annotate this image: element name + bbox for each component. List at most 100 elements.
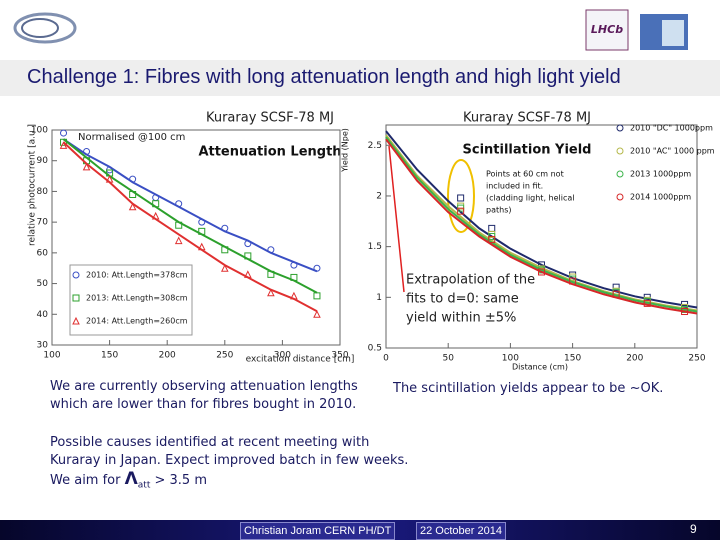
aim-symbol: Λ	[124, 469, 138, 489]
x-axis-label: Distance (cm)	[512, 363, 568, 372]
x-tick-label: 200	[626, 354, 643, 364]
annotation-line: Extrapolation of the	[406, 273, 535, 288]
data-point	[313, 264, 321, 272]
data-point	[290, 261, 298, 269]
y-tick-label: 70	[37, 218, 49, 228]
legend-label: 2013 1000ppm	[630, 170, 691, 179]
chart-title: Kuraray SCSF-78 MJ	[463, 111, 591, 126]
data-point	[488, 224, 496, 232]
annotation-line: fits to d=0: same	[406, 292, 519, 307]
highlight-ellipse	[447, 159, 475, 233]
data-point	[569, 277, 577, 285]
logo-lhcb	[585, 9, 629, 51]
legend-marker	[72, 316, 80, 325]
data-point	[612, 290, 620, 298]
x-tick-label: 250	[688, 354, 705, 364]
y-tick-label: 1	[376, 293, 382, 303]
data-point	[220, 264, 229, 272]
data-point	[221, 246, 229, 254]
data-point	[244, 240, 252, 248]
aim-sub: att	[137, 480, 151, 491]
data-point	[488, 236, 496, 244]
data-point	[82, 162, 91, 171]
data-point	[457, 194, 465, 202]
logo-left	[13, 12, 77, 44]
x-tick-label: 150	[564, 354, 581, 364]
footer-author: Christian Joram CERN PH/DT	[240, 522, 396, 540]
legend-marker	[72, 294, 80, 302]
data-point	[174, 236, 183, 245]
data-point	[244, 270, 252, 278]
body-text: We are currently observing attenuation l…	[50, 379, 358, 394]
data-point	[129, 175, 137, 183]
data-point	[290, 291, 298, 300]
legend-label: 2010 "DC" 1000ppm	[630, 124, 713, 133]
x-tick-label: 0	[383, 354, 389, 364]
note-line: paths)	[486, 206, 511, 215]
legend-marker	[616, 170, 624, 178]
slide-title: Challenge 1: Fibres with long attenuatio…	[27, 66, 621, 88]
data-point	[175, 221, 183, 229]
fit-line	[62, 138, 318, 294]
footer-date: 22 October 2014	[416, 522, 506, 540]
legend-label: 2010 "AC" 1000 ppm	[630, 147, 715, 156]
data-point	[175, 200, 183, 208]
data-point	[643, 299, 651, 307]
legend-marker	[616, 147, 624, 155]
data-point	[681, 308, 689, 316]
data-point	[267, 246, 275, 254]
body-text: The scintillation yields appear to be ~O…	[393, 381, 664, 396]
y-tick-label: 1.5	[368, 242, 382, 252]
logo-scifi-inner	[662, 20, 684, 46]
legend-marker	[72, 271, 80, 279]
legend-marker	[616, 193, 624, 201]
y-axis-label: Yield (Npe)	[341, 128, 350, 173]
plot-frame	[51, 129, 341, 346]
x-tick-label: 50	[442, 354, 454, 364]
data-point	[612, 283, 620, 291]
fit-line	[62, 138, 318, 273]
y-tick-label: 100	[31, 126, 48, 136]
fit-line	[62, 141, 318, 313]
data-point	[128, 202, 137, 211]
legend-label: 2014 1000ppm	[630, 193, 691, 202]
body-text: Possible causes identified at recent mee…	[50, 435, 370, 450]
aim-text: We aim for	[50, 473, 125, 488]
y-tick-label: 90	[37, 156, 49, 166]
legend-label: 2013: Att.Length=308cm	[86, 294, 188, 303]
y-tick-label: 80	[37, 187, 49, 197]
logo-text: LHCb	[591, 23, 623, 36]
y-tick-label: 0.5	[368, 344, 382, 354]
y-tick-label: 50	[37, 279, 49, 289]
note-line: Points at 60 cm not	[486, 170, 564, 179]
data-point	[60, 129, 68, 137]
data-point	[60, 138, 68, 146]
y-tick-label: 30	[37, 341, 49, 351]
data-point	[290, 273, 298, 281]
legend-label: 2010: Att.Length=378cm	[86, 271, 188, 280]
data-point	[198, 218, 206, 226]
data-point	[313, 292, 321, 300]
x-tick-label: 350	[331, 351, 348, 361]
y-tick-label: 40	[37, 310, 49, 320]
plot-frame	[385, 124, 698, 349]
data-point	[313, 310, 321, 318]
data-point	[267, 270, 275, 278]
data-point	[59, 141, 68, 149]
data-point	[83, 148, 91, 155]
data-point	[198, 227, 206, 235]
annotation-line: yield within ±5%	[406, 311, 516, 326]
note-line: included in fit.	[486, 182, 543, 191]
x-tick-label: 200	[159, 351, 176, 361]
data-point	[151, 211, 160, 220]
title-band	[0, 60, 720, 96]
x-tick-label: 100	[43, 351, 60, 361]
annotation-arrow	[388, 145, 405, 293]
legend-marker	[616, 124, 624, 132]
fit-line	[385, 138, 698, 315]
body-text: Kuraray in Japan. Expect improved batch …	[50, 453, 409, 468]
note-line: (cladding light, helical	[486, 194, 575, 203]
x-tick-label: 250	[216, 351, 233, 361]
chart-title: Kuraray SCSF-78 MJ	[206, 111, 334, 126]
